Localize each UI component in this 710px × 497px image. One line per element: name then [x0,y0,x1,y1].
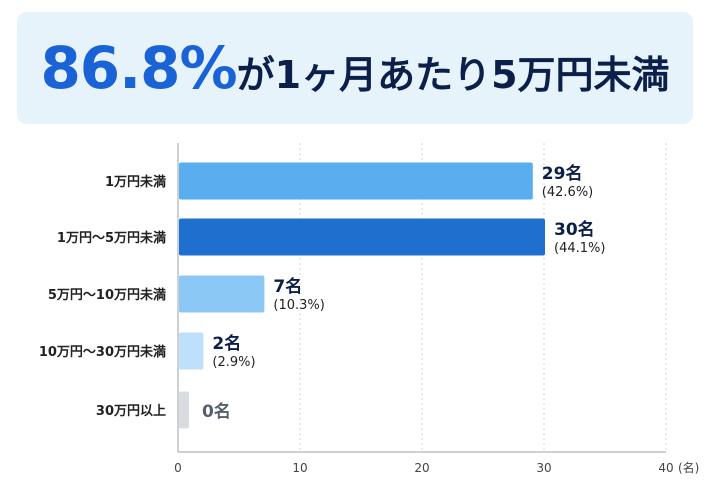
value-label: 2名 [212,333,241,354]
x-tick-label: 30 [536,461,551,475]
x-tick-label: 20 [414,461,429,475]
category-label: 5万円〜10万円未満 [48,287,166,303]
value-label: 0名 [202,401,231,422]
percent-label: (44.1%) [554,241,605,256]
value-label: 29名 [542,163,583,184]
value-label: 7名 [273,276,302,297]
x-tick-label: 10 [292,461,307,475]
bar [179,332,204,370]
percent-label: (10.3%) [273,298,324,313]
headline: 86.8%が1ヶ月あたり5万円未満 [40,39,669,97]
bar [179,162,533,200]
bar [179,218,545,256]
value-label: 30名 [554,219,595,240]
x-tick-label: 40 [658,461,673,475]
category-label: 1万円未満 [105,174,166,190]
bar [179,275,265,313]
headline-banner: 86.8%が1ヶ月あたり5万円未満 [17,12,693,124]
percent-label: (42.6%) [542,185,593,200]
bar [179,391,189,429]
percent-label: (2.9%) [212,355,255,370]
category-label: 10万円〜30万円未満 [39,344,166,360]
x-tick-label: 0 [174,461,182,475]
category-label: 30万円以上 [96,404,166,419]
headline-highlight: 86.8% [40,34,237,102]
x-unit-label: (名) [678,460,699,475]
category-label: 1万円〜5万円未満 [57,230,166,246]
headline-rest: が1ヶ月あたり5万円未満 [236,53,670,97]
